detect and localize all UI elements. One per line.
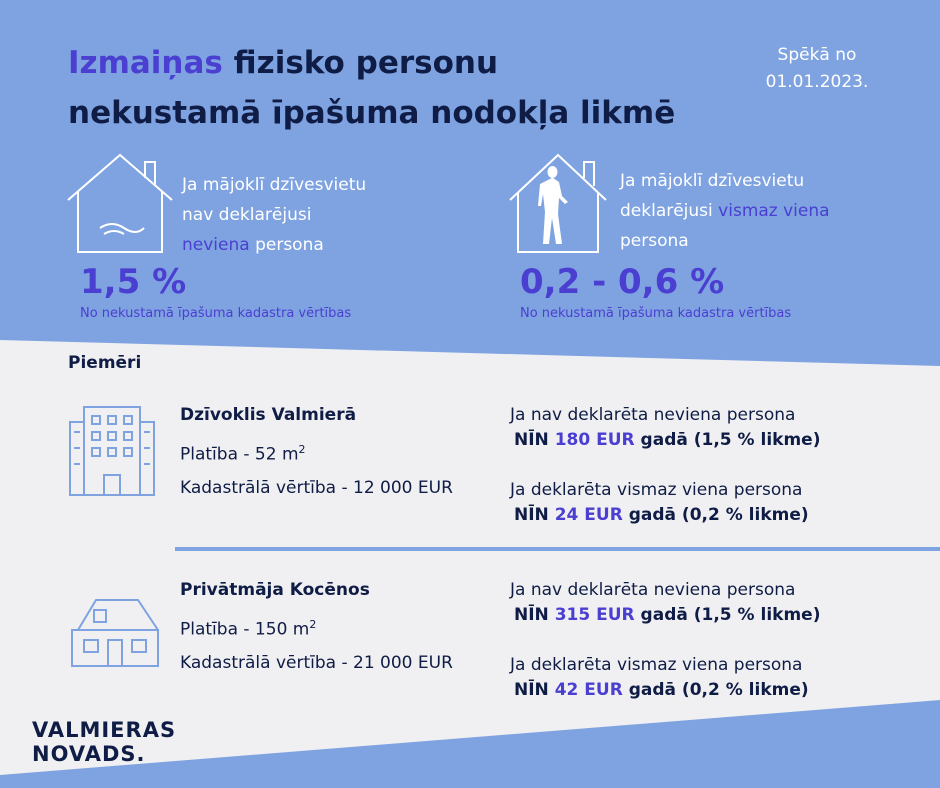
area-sup: 2 [298,443,306,456]
logo-word: NOVADS [32,742,137,766]
case-line: persona [620,231,689,251]
result-condition: Ja deklarēta vismaz viena persona [510,480,803,500]
case-line: nav deklarējusi [182,205,312,225]
effective-line2: 01.01.2023. [765,72,869,92]
result: NĪN 180 EUR gadā (1,5 % likme) [514,430,820,450]
case-line: neviena persona [182,230,366,260]
case-line: Ja mājoklī dzīvesvietu [182,175,367,195]
case-line: deklarējusi vismaz viena [620,196,830,226]
example-info: Platība - 52 m2 Kadastrālā vērtība - 12 0… [180,433,453,505]
result-prefix: NĪN [514,505,549,525]
result-suffix: gadā (1,5 % likme) [640,430,821,450]
area-text: Platība - 52 m [180,444,299,465]
result-suffix: gadā (0,2 % likme) [628,505,809,525]
example-name: Dzīvoklis Valmierā [180,405,357,425]
logo: VALMIERAS NOVADS. [32,718,176,766]
case-text: Ja mājoklī dzīvesvietu deklarējusi visma… [620,166,830,256]
title: Izmaiņas fizisko personu [68,45,498,81]
result: NĪN 42 EUR gadā (0,2 % likme) [514,680,809,700]
rate: 0,2 - 0,6 % [520,262,725,302]
panel [0,340,940,775]
result-prefix: NĪN [514,430,549,450]
rate-note: No nekustamā īpašuma kadastra vērtības [520,306,792,321]
example-cadastral: Kadastrālā vērtība - 21 000 EUR [180,652,453,673]
building-icon [69,406,155,496]
case-rest: persona [255,235,324,255]
case-rest: deklarējusi [620,201,713,221]
result: NĪN 315 EUR gadā (1,5 % likme) [514,605,820,625]
example-area: Platība - 150 m2 [180,608,453,647]
result-suffix: gadā (1,5 % likme) [640,605,821,625]
result-amount: 42 EUR [554,680,623,700]
result-prefix: NĪN [514,605,549,625]
result-suffix: gadā (0,2 % likme) [628,680,809,700]
area-text: Platība - 150 m [180,619,310,640]
logo-line: NOVADS. [32,742,146,766]
case-highlight: neviena [182,235,250,255]
house-small-icon [71,599,159,667]
person [538,166,568,244]
effective-date: Spēkā no 01.01.2023. [752,42,882,96]
example-area: Platība - 52 m2 [180,433,453,472]
result-amount: 315 EUR [554,605,635,625]
example-info: Platība - 150 m2 Kadastrālā vērtība - 21 … [180,608,453,680]
result: NĪN 24 EUR gadā (0,2 % likme) [514,505,809,525]
title-rest: fizisko personu [233,45,499,81]
title-line2: nekustamā īpašuma nodokļa likmē [68,95,676,131]
house-icon [67,153,173,253]
result-condition: Ja nav deklarēta neviena persona [510,405,796,425]
result-prefix: NĪN [514,680,549,700]
result-amount: 180 EUR [554,430,635,450]
logo-line: VALMIERAS [32,718,177,742]
rate-note: No nekustamā īpašuma kadastra vērtības [80,306,352,321]
case-line: Ja mājoklī dzīvesvietu [620,171,805,191]
example-name: Privātmāja Kocēnos [180,580,370,600]
rate: 1,5 % [80,262,187,302]
examples-label: Piemēri [68,353,142,373]
case-text: Ja mājoklī dzīvesvietu nav deklarējusi n… [182,170,366,260]
house-person-icon [509,153,607,253]
title-highlight: Izmaiņas [68,45,223,81]
result-amount: 24 EUR [554,505,623,525]
example-cadastral: Kadastrālā vērtība - 12 000 EUR [180,477,453,498]
result-condition: Ja nav deklarēta neviena persona [510,580,796,600]
effective-line1: Spēkā no [777,45,857,65]
result-condition: Ja deklarēta vismaz viena persona [510,655,803,675]
case-highlight: vismaz viena [718,201,830,221]
area-sup: 2 [309,618,317,631]
